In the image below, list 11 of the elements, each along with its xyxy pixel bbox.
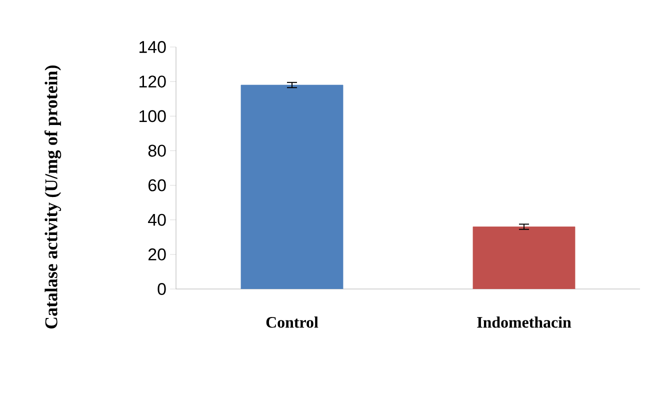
y-tick-label: 120 — [140, 76, 166, 88]
y-tick-label: 140 — [140, 41, 166, 53]
x-tick-label: Control — [266, 316, 318, 328]
y-tick-label: 100 — [140, 110, 166, 122]
y-tick-label: 60 — [148, 179, 166, 192]
y-axis-title: Catalase activity (U/mg of protein) — [44, 66, 62, 328]
y-tick-label: 20 — [148, 248, 166, 260]
x-tick-label: Indomethacin — [477, 316, 572, 328]
y-tick-label: 0 — [158, 283, 166, 295]
y-tick-label: 40 — [148, 214, 166, 226]
y-tick-label: 80 — [148, 144, 166, 157]
